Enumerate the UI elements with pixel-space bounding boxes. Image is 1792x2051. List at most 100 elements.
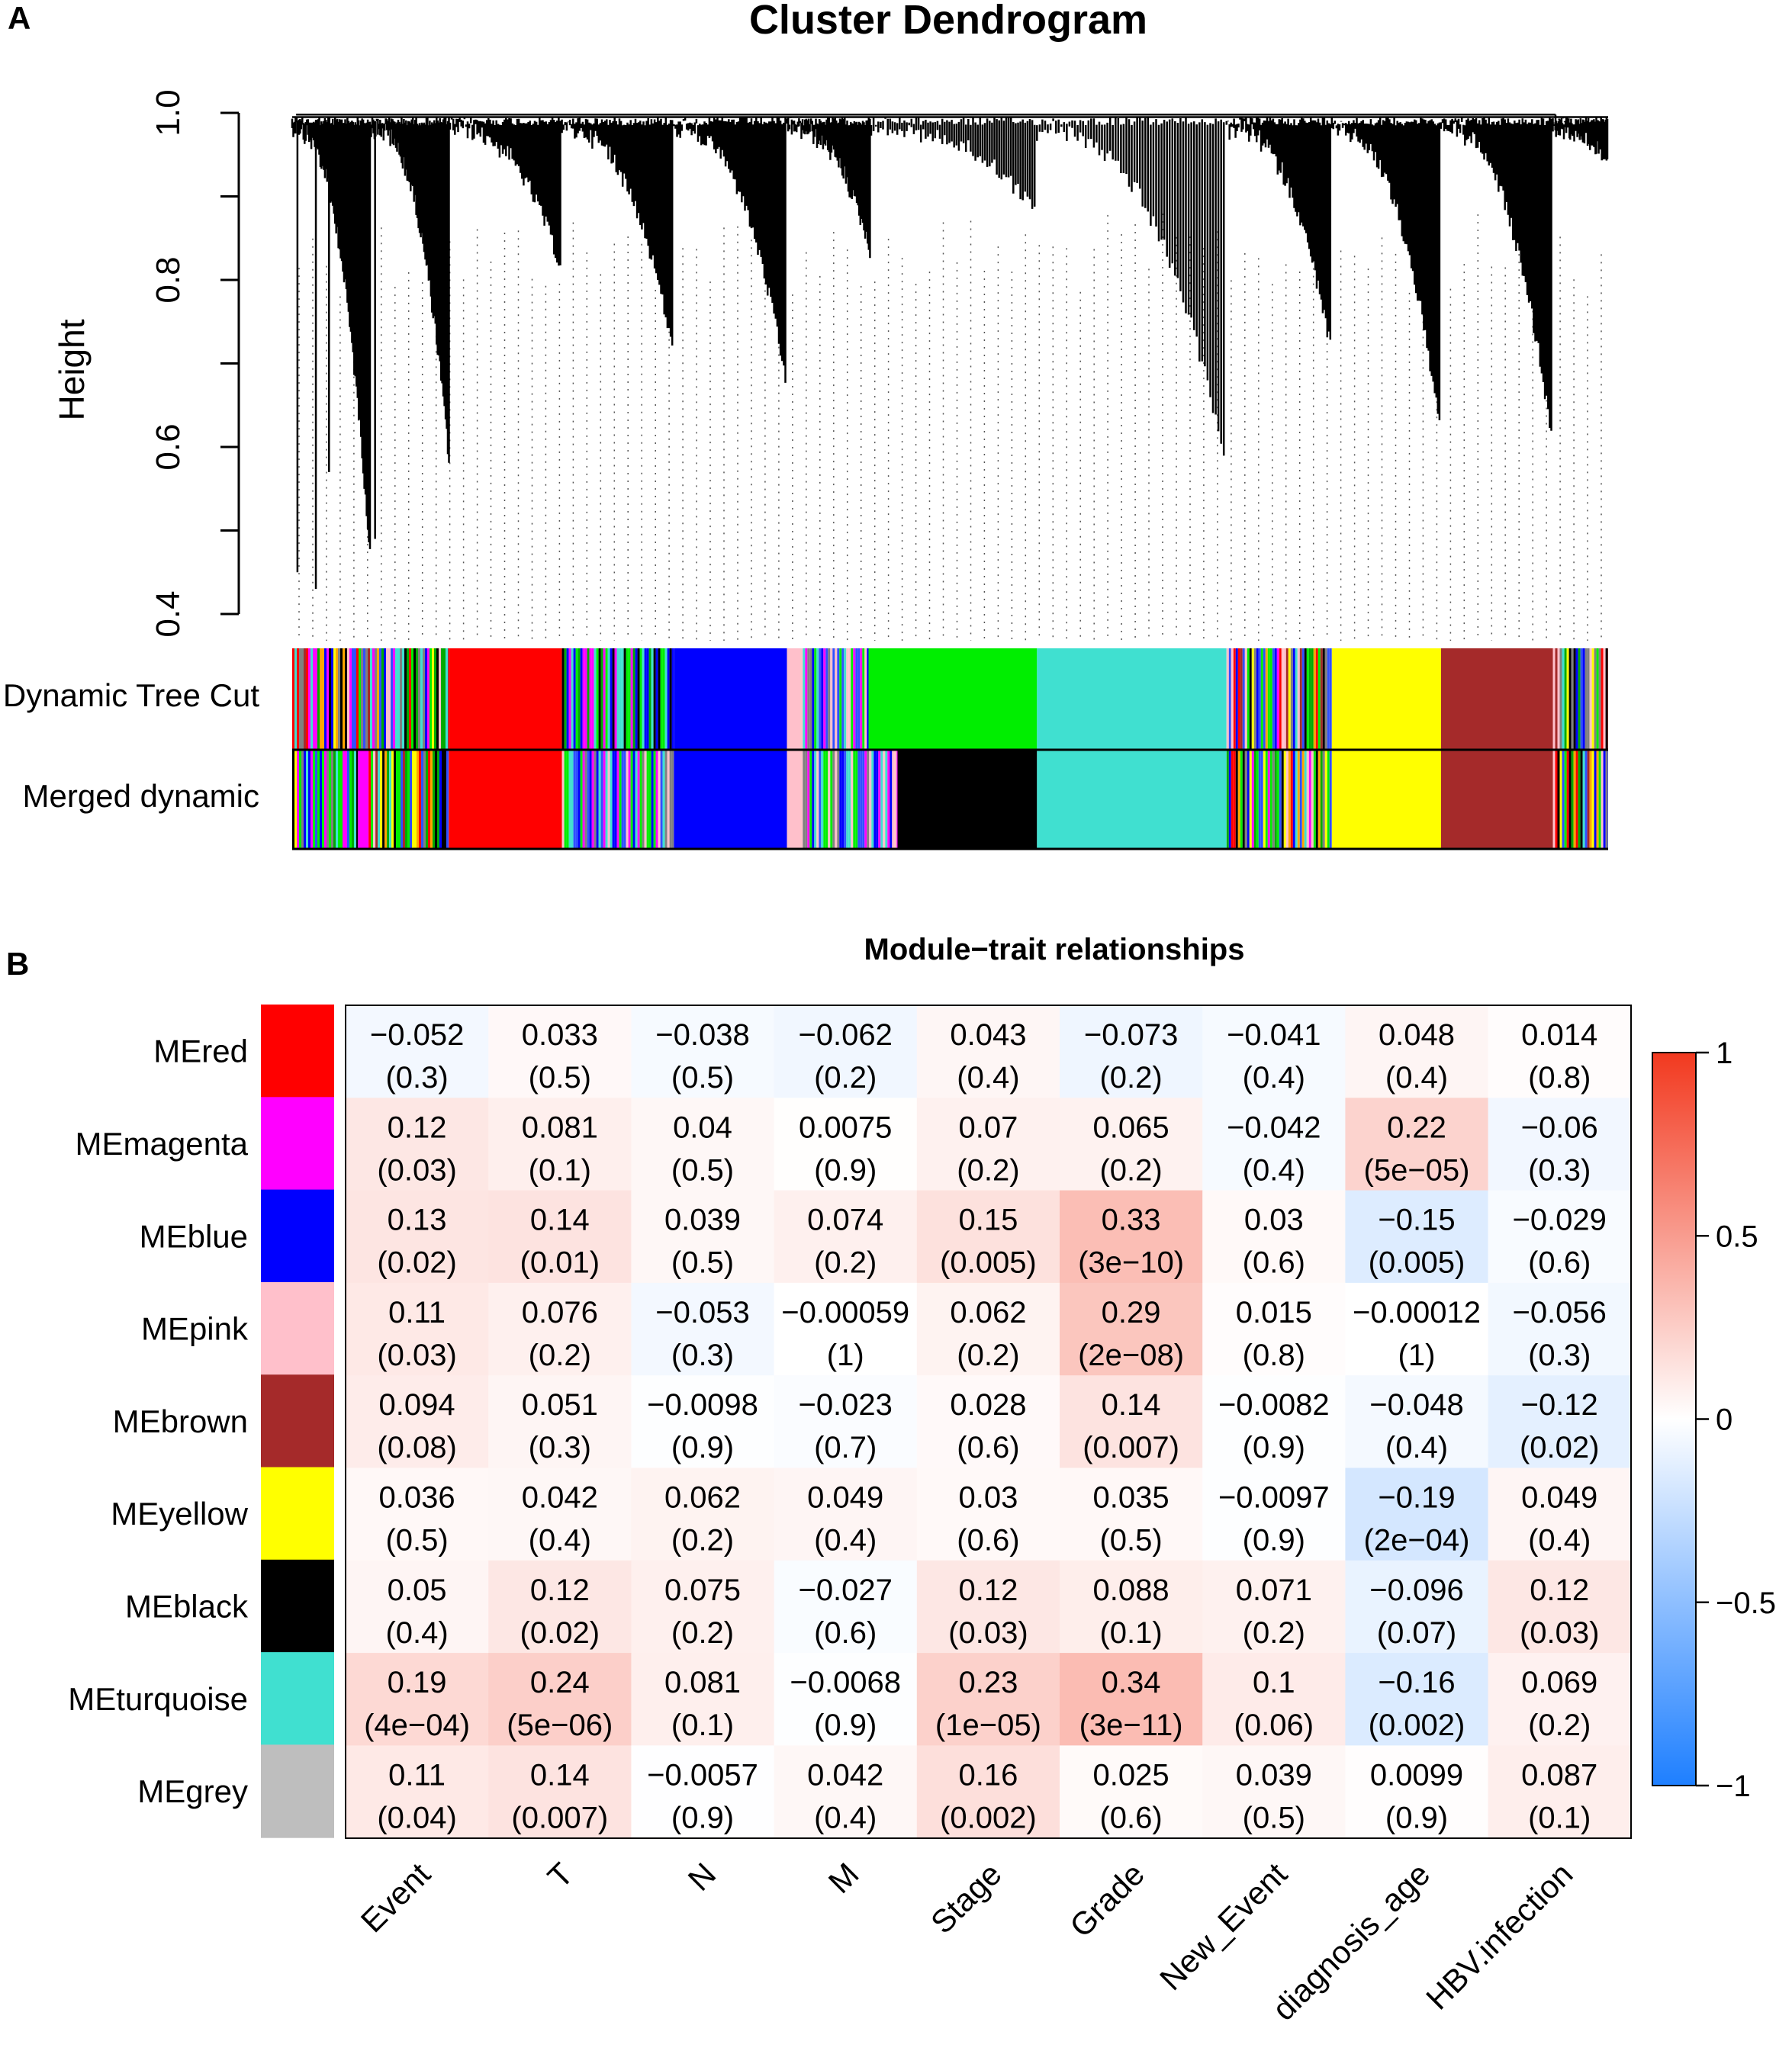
color-strip: [378, 750, 381, 849]
color-strip: [830, 648, 833, 750]
color-strip: [1279, 648, 1282, 750]
color-strip: [809, 750, 812, 849]
heatmap-cell: [631, 1375, 775, 1468]
cell-pvalue: (0.4): [814, 1524, 877, 1558]
color-strip: [1251, 648, 1254, 750]
color-strip: [1306, 750, 1309, 849]
color-strip: [851, 648, 854, 750]
heatmap-cell: [488, 1468, 632, 1561]
cell-correlation: 0.014: [1521, 1018, 1597, 1052]
module-label: MEred: [153, 1034, 248, 1069]
color-strip: [417, 750, 419, 849]
heatmap-cell: [488, 1098, 632, 1191]
panel-b-label: B: [6, 946, 29, 982]
color-strip: [373, 750, 376, 849]
heatmap-cell: [774, 1098, 918, 1191]
color-strip: [1276, 648, 1279, 750]
color-strip: [1297, 750, 1300, 849]
color-strip: [671, 648, 674, 750]
trait-label: New_Event: [1153, 1856, 1294, 1997]
cell-correlation: 0.039: [664, 1204, 741, 1237]
cell-correlation: 0.015: [1236, 1296, 1312, 1329]
cell-pvalue: (0.2): [529, 1339, 591, 1372]
cell-correlation: 0.065: [1093, 1111, 1169, 1144]
trait-label: T: [541, 1856, 580, 1895]
cell-correlation: 0.15: [958, 1204, 1018, 1237]
cell-pvalue: (0.4): [1243, 1061, 1305, 1095]
color-strip: [381, 648, 384, 750]
color-strip: [1297, 648, 1300, 750]
color-strip: [828, 750, 831, 849]
module-swatch: [261, 1559, 334, 1654]
color-strip: [1582, 750, 1585, 849]
cell-correlation: −0.048: [1369, 1388, 1463, 1422]
heatmap-cell: [916, 1653, 1060, 1746]
color-strip: [1279, 750, 1282, 849]
cell-correlation: 0.074: [807, 1204, 883, 1237]
color-strip: [1311, 750, 1314, 849]
color-strip: [1249, 750, 1252, 849]
color-strip: [658, 750, 661, 849]
color-strip: [1269, 750, 1272, 849]
color-strip: [338, 648, 340, 750]
cell-pvalue: (0.03): [377, 1339, 457, 1372]
color-block: [674, 750, 787, 849]
color-strip: [327, 648, 329, 750]
color-strip: [871, 750, 874, 849]
cell-correlation: 0.12: [1530, 1574, 1589, 1607]
cell-correlation: 0.12: [530, 1574, 590, 1607]
color-strip: [411, 648, 413, 750]
color-strip: [671, 750, 674, 849]
heatmap-cell: [346, 1005, 489, 1098]
color-strip: [423, 750, 426, 849]
color-strip: [1603, 750, 1606, 849]
color-strip: [371, 750, 374, 849]
color-block: [868, 648, 1038, 750]
heatmap-cell: [346, 1745, 489, 1839]
dendrogram-leaf-guides: [298, 214, 1602, 641]
color-strip: [389, 750, 392, 849]
cell-correlation: 0.062: [664, 1481, 741, 1515]
trait-label: N: [681, 1856, 723, 1898]
color-strip: [356, 750, 359, 849]
color-strip: [1324, 648, 1327, 750]
heatmap-cell: [631, 1098, 775, 1191]
color-strip: [1601, 750, 1604, 849]
color-strip: [1256, 750, 1259, 849]
color-strip: [568, 648, 571, 750]
color-strip: [1594, 750, 1597, 849]
color-strip: [423, 648, 425, 750]
color-strip: [821, 750, 824, 849]
color-strip: [1566, 750, 1569, 849]
color-strip: [564, 648, 567, 750]
color-strip: [1269, 648, 1272, 750]
color-strip: [660, 750, 663, 849]
module-swatch: [261, 1189, 334, 1283]
color-strip: [370, 648, 372, 750]
color-strip: [596, 750, 599, 849]
heatmap-cell: [1202, 1375, 1346, 1468]
color-strip: [308, 750, 310, 849]
color-strip: [1301, 648, 1305, 750]
color-strip: [1582, 648, 1585, 750]
heatmap-cell: [1202, 1560, 1346, 1654]
color-strip: [1244, 750, 1247, 849]
heatmap-cell: [1345, 1560, 1489, 1654]
color-strip: [368, 648, 370, 750]
color-strip: [862, 750, 865, 849]
color-strip: [857, 648, 861, 750]
color-strip: [409, 648, 411, 750]
color-strip: [443, 648, 446, 750]
color-strip: [642, 750, 645, 849]
color-strip: [1571, 750, 1574, 849]
color-strip: [577, 648, 581, 750]
cell-pvalue: (0.9): [1243, 1524, 1305, 1558]
module-label: MEblue: [140, 1218, 248, 1254]
color-strip: [313, 750, 315, 849]
cell-correlation: 0.036: [379, 1481, 455, 1515]
color-strip: [414, 750, 417, 849]
color-strip: [398, 750, 401, 849]
cell-pvalue: (0.03): [1520, 1616, 1600, 1650]
color-strip: [329, 750, 331, 849]
cell-pvalue: (0.007): [1083, 1431, 1179, 1464]
